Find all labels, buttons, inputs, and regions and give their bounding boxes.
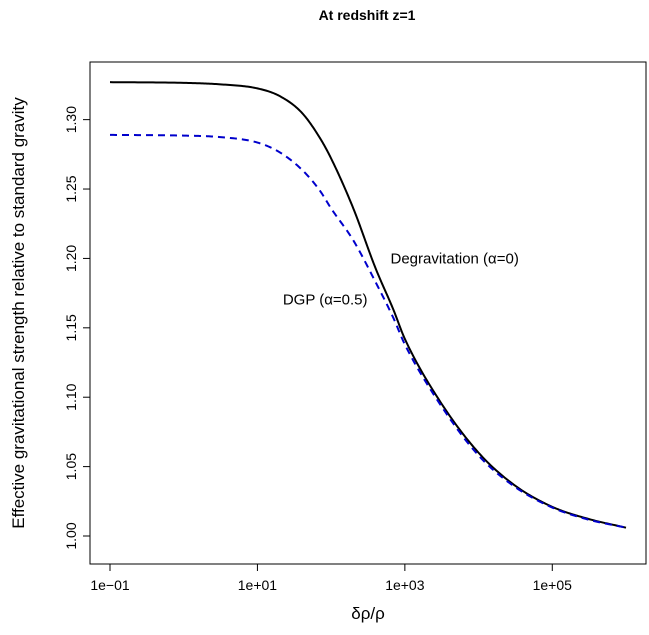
x-tick-label: 1e+01 bbox=[238, 577, 278, 593]
y-tick-label: 1.15 bbox=[63, 314, 79, 341]
y-tick-label: 1.30 bbox=[63, 106, 79, 133]
x-tick-label: 1e−01 bbox=[90, 577, 130, 593]
series-line-0 bbox=[110, 82, 626, 528]
y-tick-label: 1.25 bbox=[63, 175, 79, 202]
x-axis-label: δρ/ρ bbox=[351, 604, 385, 623]
chart-title: At redshift z=1 bbox=[319, 7, 416, 23]
annotation-layer: Degravitation (α=0) DGP (α=0.5) bbox=[283, 250, 519, 308]
y-axis: 1.00 1.05 1.10 1.15 1.20 1.25 1.30 bbox=[63, 106, 90, 550]
annotation-label: Degravitation (α=0) bbox=[391, 250, 519, 267]
y-tick-label: 1.10 bbox=[63, 383, 79, 410]
x-tick-label: 1e+05 bbox=[533, 577, 573, 593]
annotation-label: DGP (α=0.5) bbox=[283, 291, 368, 308]
y-tick-label: 1.20 bbox=[63, 245, 79, 272]
series-line-1 bbox=[110, 135, 626, 528]
series-layer bbox=[110, 82, 626, 528]
x-axis: 1e−01 1e+01 1e+03 1e+05 bbox=[90, 564, 572, 593]
plot-frame bbox=[90, 62, 646, 564]
x-tick-label: 1e+03 bbox=[385, 577, 425, 593]
y-tick-label: 1.05 bbox=[63, 453, 79, 480]
y-axis-label: Effective gravitational strength relativ… bbox=[9, 97, 28, 529]
y-tick-label: 1.00 bbox=[63, 522, 79, 549]
